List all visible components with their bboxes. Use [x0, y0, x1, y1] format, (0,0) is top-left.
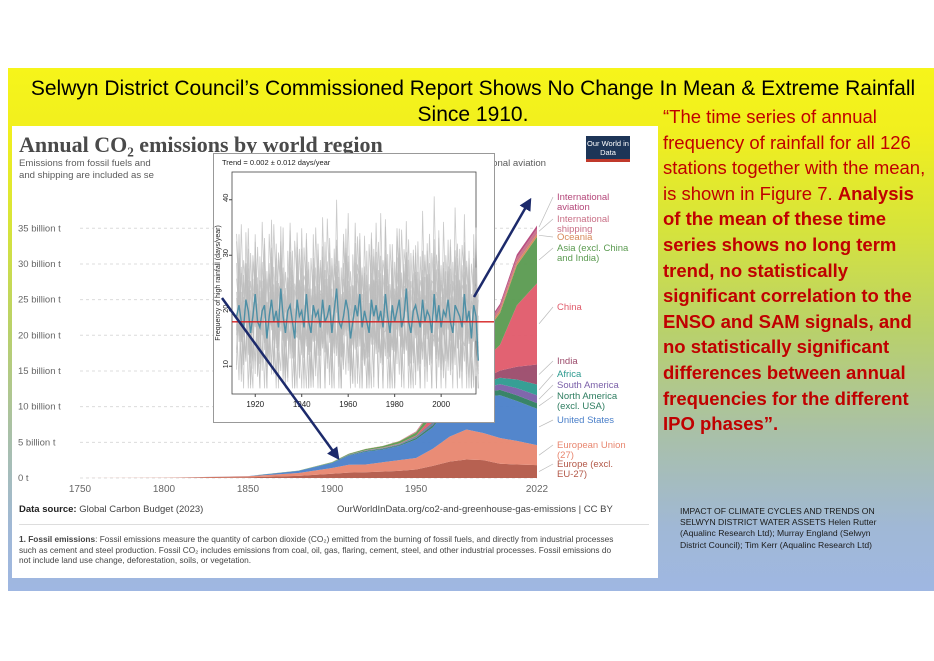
legend-label: India	[557, 356, 578, 367]
rainfall-line-chart: Trend = 0.002 ± 0.012 days/year 1920 1940 1…	[215, 158, 494, 409]
legend-leader	[538, 234, 554, 238]
inset-y-tick-label: 30	[221, 249, 230, 257]
y-tick-label: 30 billion t	[18, 259, 61, 270]
inset-x-tick-label: 1980	[386, 400, 404, 409]
headline: Selwyn District Council’s Commissioned R…	[14, 76, 932, 128]
x-tick-label: 2022	[526, 484, 549, 495]
owid-subtitle-line1: Emissions from fossil fuels and	[19, 158, 151, 169]
legend-label: Asia (excl. China and India)	[557, 243, 629, 264]
legend-label: Europe (excl. EU-27)	[557, 459, 613, 480]
owid-source-label: Data source:	[19, 504, 77, 515]
quote-intro: “The time series of annual frequency of …	[663, 106, 926, 204]
legend-label: South America	[557, 380, 619, 391]
x-tick-label: 1900	[321, 484, 344, 495]
y-tick-label: 0 t	[18, 473, 29, 484]
x-tick-label: 1750	[69, 484, 92, 495]
legend-leader	[538, 373, 554, 391]
owid-logo: Our World in Data	[586, 136, 630, 162]
y-tick-label: 10 billion t	[18, 402, 61, 413]
area-series	[80, 429, 537, 478]
owid-footnote: 1. Fossil emissions: Fossil emissions me…	[19, 534, 619, 566]
owid-divider	[19, 524, 649, 525]
owid-source-text: Global Carbon Budget (2023)	[79, 504, 204, 515]
legend-leader	[538, 463, 554, 472]
legend-leader	[538, 444, 554, 456]
owid-note-label: 1. Fossil emissions	[19, 534, 96, 544]
x-tick-label: 1950	[405, 484, 428, 495]
report-quote: “The time series of annual frequency of …	[663, 104, 929, 437]
owid-subtitle-right1: ational aviation	[482, 158, 547, 169]
headline-line2: Since 1910.	[417, 103, 529, 126]
legend-leader	[538, 384, 554, 400]
y-tick-label: 5 billion t	[18, 437, 56, 448]
legend-label: International aviation	[557, 192, 609, 213]
inset-x-tick-label: 1960	[339, 400, 357, 409]
owid-source: Data source: Global Carbon Budget (2023)	[19, 504, 203, 515]
x-tick-label: 1800	[153, 484, 176, 495]
owid-subtitle: Emissions from fossil fuels and and ship…	[19, 158, 489, 182]
owid-title: Annual CO₂ emissions by world region	[19, 132, 383, 157]
owid-note-text: : Fossil emissions measure the quantity …	[19, 534, 614, 565]
headline-line1: Selwyn District Council’s Commissioned R…	[30, 77, 916, 100]
inset-y-axis-label: Frequency of high rainfall (days/year)	[215, 225, 222, 341]
legend-label: European Union (27)	[557, 440, 626, 461]
quote-bold: Analysis of the mean of these time serie…	[663, 182, 914, 435]
legend-leader	[538, 306, 554, 325]
inset-title: Trend = 0.002 ± 0.012 days/year	[222, 158, 331, 167]
inset-y-tick-label: 20	[221, 305, 230, 313]
inset-y-tick-label: 40	[221, 194, 230, 202]
legend-label: International shipping	[557, 214, 609, 235]
x-tick-label: 1850	[237, 484, 260, 495]
y-tick-label: 15 billion t	[18, 366, 61, 377]
y-tick-label: 35 billion t	[18, 223, 61, 234]
legend-leader	[538, 419, 554, 428]
area-series	[80, 459, 537, 478]
owid-url: OurWorldInData.org/co2-and-greenhouse-ga…	[337, 504, 613, 515]
rainfall-inset-panel: Trend = 0.002 ± 0.012 days/year 1920 1940 1…	[213, 153, 495, 423]
legend-label: United States	[557, 415, 614, 426]
legend-leader	[538, 360, 554, 375]
inset-x-tick-label: 2000	[432, 400, 450, 409]
owid-subtitle-line2: and shipping are included as se	[19, 170, 154, 181]
legend-leader	[538, 196, 554, 228]
legend-leader	[538, 395, 554, 407]
y-tick-label: 20 billion t	[18, 330, 61, 341]
inset-y-tick-label: 10	[221, 360, 230, 368]
legend-label: China	[557, 302, 583, 313]
legend-leader	[538, 218, 554, 232]
legend-label: Africa	[557, 369, 582, 380]
y-tick-label: 25 billion t	[18, 295, 61, 306]
inset-x-tick-label: 1940	[293, 400, 311, 409]
report-citation: IMPACT OF CLIMATE CYCLES AND TRENDS ON S…	[680, 506, 877, 550]
legend-leader	[538, 247, 554, 261]
legend-label: Oceania	[557, 232, 593, 243]
legend-label: North America (excl. USA)	[557, 391, 618, 412]
inset-x-tick-label: 1920	[246, 400, 264, 409]
area-series	[80, 283, 537, 478]
